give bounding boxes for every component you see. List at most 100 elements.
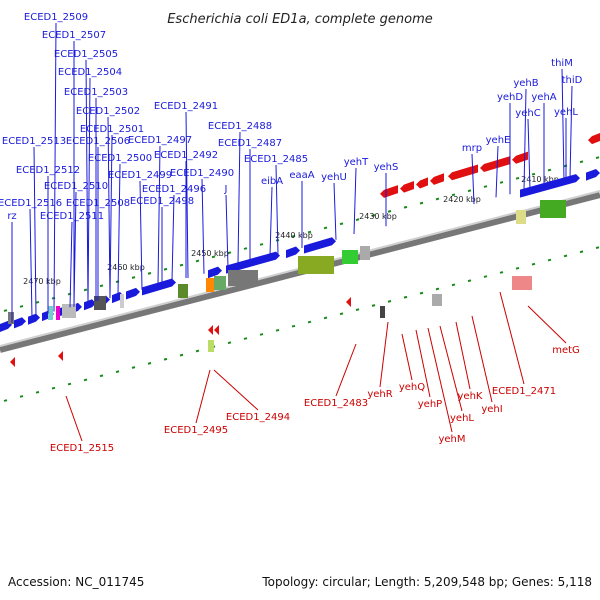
forward-gene-label[interactable]: ECED1_2492 [154,150,218,161]
reverse-gene-arrow-small[interactable] [214,325,219,335]
forward-gene-arrow[interactable] [586,169,600,181]
reverse-gene-label[interactable]: yehK [458,391,483,402]
forward-gene-label[interactable]: yehE [486,135,511,146]
reverse-gene-label[interactable]: yehL [450,413,474,424]
forward-gene-label[interactable]: J [224,184,228,195]
feature-box[interactable] [360,246,370,260]
reverse-gene-arrow-small[interactable] [58,351,63,361]
forward-gene-label[interactable]: ECED1_2490 [170,168,234,179]
forward-gene-label[interactable]: ECED1_2488 [208,121,272,132]
forward-gene-label[interactable]: ECED1_2503 [64,87,128,98]
forward-gene-label[interactable]: yehS [374,162,399,173]
forward-gene-label[interactable]: yehB [513,78,538,89]
reverse-gene-label[interactable]: ECED1_2471 [492,386,556,397]
feature-box[interactable] [512,276,532,290]
reverse-gene-label[interactable]: ECED1_2483 [304,398,368,409]
feature-box[interactable] [540,200,566,218]
forward-gene-label[interactable]: yehC [515,108,540,119]
reverse-gene-arrow[interactable] [512,151,528,164]
reverse-gene-arrow[interactable] [430,173,444,185]
forward-gene-label[interactable]: ECED1_2501 [80,124,144,135]
reverse-gene-label[interactable]: yehI [481,404,502,415]
forward-gene-arrow[interactable] [28,313,40,325]
feature-box[interactable] [48,306,53,320]
forward-label-leader [523,88,527,191]
reverse-gene-label[interactable]: yehR [367,389,392,400]
reverse-gene-arrow[interactable] [400,181,414,193]
forward-gene-label[interactable]: thiD [562,75,583,86]
forward-gene-arrow[interactable] [520,174,580,198]
lower-guide-dash [195,349,200,353]
forward-gene-label[interactable]: ECED1_2510 [44,181,108,192]
forward-gene-label[interactable]: ECED1_2513 [2,136,66,147]
forward-gene-label[interactable]: mrp [462,143,482,154]
feature-box[interactable] [298,256,334,274]
feature-box[interactable] [516,210,526,224]
forward-gene-label[interactable]: ECED1_2499 [108,170,172,181]
reverse-gene-label[interactable]: metG [552,345,580,356]
forward-gene-label[interactable]: ECED1_2497 [128,135,192,146]
feature-box[interactable] [120,294,124,308]
reverse-gene-label[interactable]: yehM [438,434,465,445]
reverse-gene-label[interactable]: ECED1_2494 [226,412,290,423]
reverse-gene-label[interactable]: yehQ [399,382,425,393]
forward-gene-label[interactable]: ECED1_2500 [88,153,152,164]
forward-gene-label[interactable]: ECED1_2507 [42,30,106,41]
forward-gene-label[interactable]: ECED1_2505 [54,49,118,60]
feature-box[interactable] [214,276,226,290]
forward-gene-arrow[interactable] [142,278,176,296]
forward-gene-label[interactable]: yehL [554,107,578,118]
forward-gene-label[interactable]: ECED1_2508 [66,198,130,209]
forward-gene-label[interactable]: yehU [321,172,347,183]
forward-gene-label[interactable]: ECED1_2498 [130,196,194,207]
feature-box[interactable] [432,294,442,306]
forward-gene-label[interactable]: yehD [497,92,523,103]
forward-gene-arrow[interactable] [84,299,96,311]
forward-gene-arrow[interactable] [304,237,336,254]
forward-gene-label[interactable]: ECED1_2509 [24,12,88,23]
forward-gene-label[interactable]: ECED1_2506 [66,136,130,147]
feature-box[interactable] [62,304,76,318]
reverse-gene-arrow[interactable] [448,164,478,181]
forward-gene-label[interactable]: ECED1_2504 [58,67,122,78]
forward-gene-label[interactable]: ECED1_2487 [218,138,282,149]
forward-gene-label[interactable]: ECED1_2491 [154,101,218,112]
feature-box[interactable] [56,306,60,320]
reverse-gene-label[interactable]: ECED1_2515 [50,443,114,454]
forward-gene-arrow[interactable] [126,287,140,300]
reverse-gene-arrow[interactable] [588,133,600,145]
reverse-gene-arrow-small[interactable] [10,357,15,367]
forward-gene-label[interactable]: ECED1_2516 [0,198,62,209]
scale-tick-label: 2410 kbp [521,175,559,184]
forward-gene-arrow[interactable] [226,251,280,274]
forward-gene-label[interactable]: ECED1_2496 [142,184,206,195]
feature-box[interactable] [208,340,214,352]
reverse-gene-arrow-small[interactable] [208,325,213,335]
forward-gene-label[interactable]: ECED1_2512 [16,165,80,176]
feature-box[interactable] [206,278,214,292]
forward-gene-label[interactable]: thiM [551,58,573,69]
forward-gene-label[interactable]: ECED1_2485 [244,154,308,165]
feature-box[interactable] [94,296,106,310]
reverse-gene-arrow[interactable] [416,177,428,189]
reverse-gene-label[interactable]: yehP [418,399,442,410]
reverse-gene-label[interactable]: ECED1_2495 [164,425,228,436]
feature-box[interactable] [342,250,358,264]
forward-gene-arrow[interactable] [14,317,26,329]
feature-box[interactable] [8,312,14,324]
forward-gene-arrow[interactable] [286,246,300,259]
forward-gene-label[interactable]: rz [7,211,16,222]
forward-gene-label[interactable]: yehT [344,157,369,168]
feature-box[interactable] [380,306,385,318]
feature-box[interactable] [178,284,188,298]
feature-box[interactable] [228,270,258,286]
forward-gene-label[interactable]: yehA [531,92,556,103]
forward-gene-label[interactable]: ECED1_2502 [76,106,140,117]
forward-gene-label[interactable]: ECED1_2511 [40,211,104,222]
reverse-gene-arrow[interactable] [380,185,398,198]
reverse-gene-arrow-small[interactable] [346,297,351,307]
forward-gene-label[interactable]: eaaA [289,170,314,181]
forward-gene-arrow[interactable] [208,266,222,279]
forward-gene-label[interactable]: eibA [261,176,283,187]
reverse-gene-arrow[interactable] [480,156,510,172]
